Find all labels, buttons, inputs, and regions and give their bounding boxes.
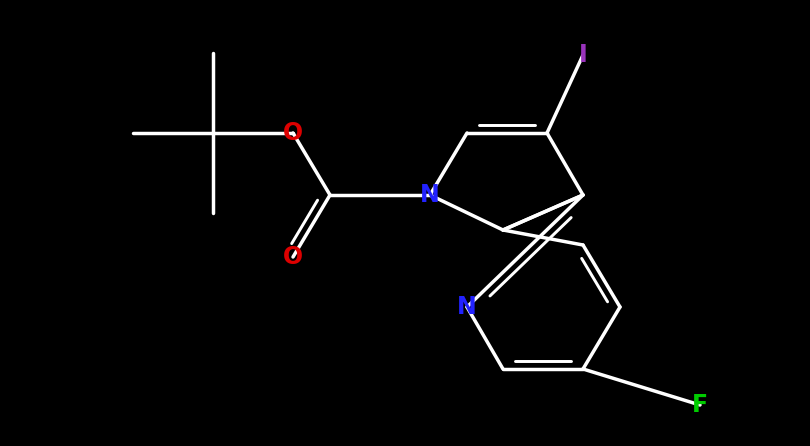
Text: O: O [283,121,303,145]
Text: O: O [283,245,303,269]
Text: N: N [457,295,477,319]
Text: N: N [420,183,440,207]
Text: I: I [578,43,587,67]
Text: F: F [692,393,708,417]
